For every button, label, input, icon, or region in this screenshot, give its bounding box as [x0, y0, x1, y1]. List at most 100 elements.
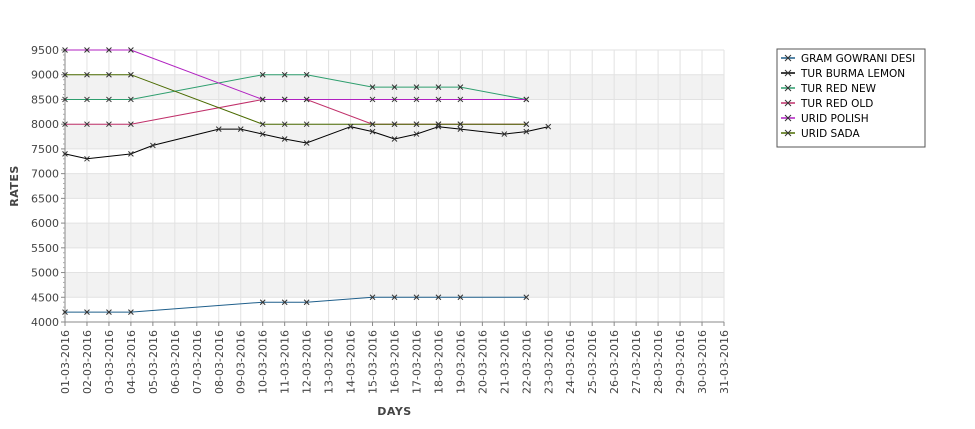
y-tick-label: 6500: [31, 192, 59, 205]
marker-stroke: [457, 126, 464, 132]
marker-stroke: [106, 309, 112, 315]
data-point-marker: [435, 123, 442, 130]
marker-stroke: [84, 47, 90, 53]
marker-stroke: [84, 155, 90, 162]
marker-stroke: [128, 151, 134, 157]
marker-stroke: [259, 71, 266, 78]
data-point-marker: [106, 47, 112, 53]
marker-stroke: [435, 123, 442, 130]
marker-stroke: [369, 96, 376, 103]
data-point-marker: [435, 121, 442, 128]
y-tick-label: 4500: [31, 291, 59, 304]
legend-item: TUR RED OLD: [781, 98, 873, 110]
x-tick-label: 03-03-2016: [103, 330, 116, 394]
data-point-marker: [150, 142, 156, 149]
x-tick-label: 22-03-2016: [520, 330, 533, 394]
legend-item: URID POLISH: [781, 113, 869, 125]
legend-item: GRAM GOWRANI DESI: [781, 53, 915, 65]
marker-stroke: [106, 47, 112, 53]
marker-stroke: [369, 84, 376, 90]
data-point-marker: [62, 71, 68, 78]
marker-stroke: [523, 121, 530, 128]
marker-stroke: [369, 121, 376, 128]
data-point-marker: [347, 123, 354, 130]
marker-stroke: [391, 96, 398, 103]
marker-stroke: [523, 128, 530, 135]
marker-stroke: [237, 126, 244, 132]
data-point-marker: [369, 84, 376, 90]
data-point-marker: [84, 71, 90, 78]
x-tick-label: 19-03-2016: [454, 330, 467, 394]
y-axis-title: RATES: [8, 165, 21, 207]
data-point-marker: [457, 84, 464, 90]
marker-stroke: [259, 299, 266, 306]
marker-stroke: [62, 309, 68, 315]
data-point-marker: [391, 136, 398, 142]
marker-stroke: [303, 299, 310, 306]
marker-stroke: [391, 136, 398, 142]
marker-stroke: [106, 96, 112, 103]
marker-stroke: [501, 131, 508, 137]
data-point-marker: [84, 47, 90, 53]
data-point-marker: [369, 294, 376, 301]
data-point-marker: [128, 96, 134, 103]
data-point-marker: [303, 71, 310, 78]
x-tick-label: 17-03-2016: [410, 330, 423, 394]
legend-item: TUR RED NEW: [781, 83, 877, 95]
data-point-marker: [391, 294, 398, 301]
x-tick-label: 14-03-2016: [345, 330, 358, 394]
x-tick-label: 04-03-2016: [125, 330, 138, 394]
legend-label: TUR BURMA LEMON: [800, 68, 905, 80]
data-point-marker: [259, 131, 266, 137]
marker-stroke: [62, 71, 68, 78]
x-tick-label: 10-03-2016: [257, 330, 270, 394]
legend-marker: [784, 54, 792, 62]
y-tick-label: 8000: [31, 118, 59, 131]
marker-stroke: [106, 71, 112, 78]
y-tick-label: 4000: [31, 316, 59, 329]
data-point-marker: [457, 96, 464, 103]
data-point-marker: [128, 47, 134, 53]
data-point-marker: [435, 294, 442, 301]
data-point-marker: [281, 96, 288, 103]
x-tick-label: 21-03-2016: [498, 330, 511, 394]
legend-item: URID SADA: [781, 128, 860, 140]
marker-stroke: [303, 140, 310, 146]
data-point-marker: [106, 121, 112, 128]
x-tick-label: 28-03-2016: [652, 330, 665, 394]
data-point-marker: [303, 140, 310, 146]
x-ticks: 01-03-2016 02-03-2016 03-03-2016 04-03-2016…: [59, 322, 731, 394]
data-point-marker: [62, 96, 68, 103]
data-point-marker: [62, 121, 68, 128]
data-point-marker: [413, 84, 420, 90]
y-tick-label: 5000: [31, 267, 59, 280]
y-tick-label: 7500: [31, 143, 59, 156]
x-tick-label: 02-03-2016: [81, 330, 94, 394]
data-point-marker: [457, 126, 464, 132]
marker-stroke: [457, 96, 464, 103]
marker-stroke: [128, 71, 134, 78]
data-point-marker: [545, 123, 552, 130]
marker-stroke: [128, 121, 134, 128]
data-point-marker: [106, 309, 112, 315]
marker-stroke: [128, 47, 134, 53]
marker-stroke: [62, 47, 68, 53]
data-point-marker: [62, 309, 68, 315]
marker-stroke: [303, 96, 310, 103]
grid-lines: [64, 49, 725, 323]
x-tick-label: 12-03-2016: [301, 330, 314, 394]
data-point-marker: [413, 121, 420, 128]
legend-marker: [784, 69, 792, 77]
marker-stroke: [369, 294, 376, 301]
marker-stroke: [281, 136, 288, 142]
x-tick-label: 11-03-2016: [279, 330, 292, 394]
data-point-marker: [128, 151, 134, 157]
marker-stroke: [62, 96, 68, 103]
data-point-marker: [303, 96, 310, 103]
marker-stroke: [62, 151, 68, 157]
marker-stroke: [281, 71, 288, 78]
x-tick-label: 08-03-2016: [213, 330, 226, 394]
marker-stroke: [369, 128, 376, 135]
legend-marker: [784, 129, 792, 137]
